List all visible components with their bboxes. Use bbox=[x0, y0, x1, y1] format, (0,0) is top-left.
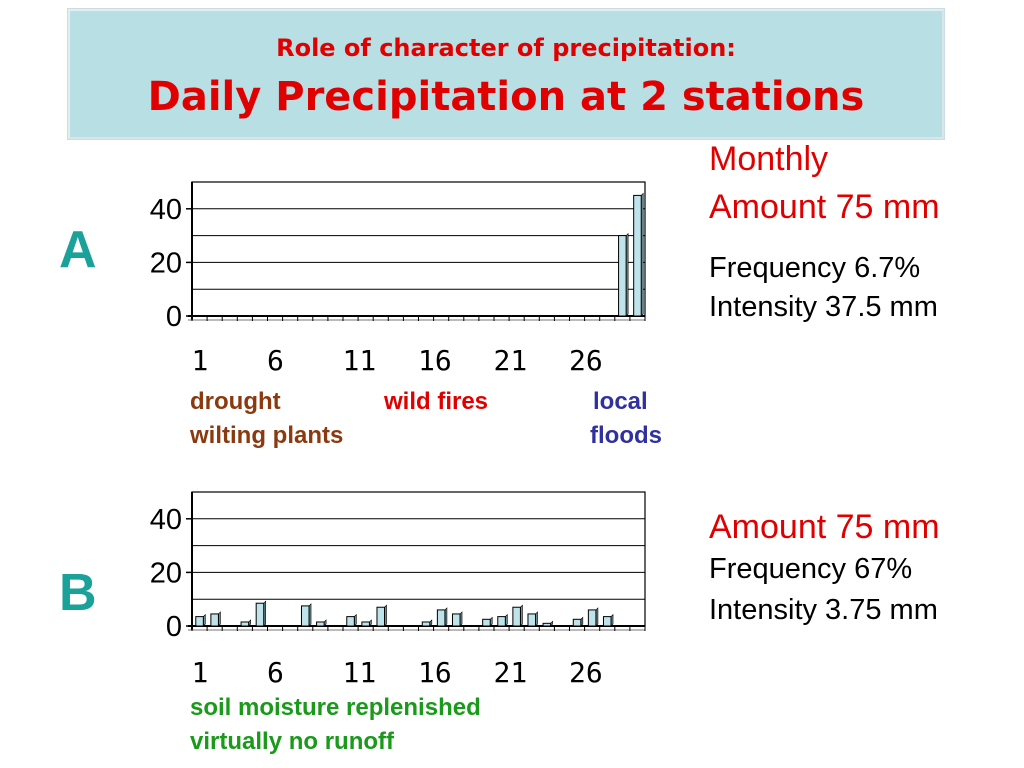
station-b-bar-day-16 bbox=[421, 619, 433, 627]
station-a-chart: 0 20 40 bbox=[150, 181, 646, 333]
station-b-x-tick-label: 26 bbox=[569, 656, 603, 689]
station-b-frequency: Frequency 67% bbox=[709, 553, 913, 585]
station-b-bar-day-20 bbox=[482, 616, 493, 627]
station-b-bar-day-8 bbox=[300, 603, 312, 627]
station-a-x-tick-label: 1 bbox=[191, 344, 209, 377]
station-b-intensity: Intensity 3.75 mm bbox=[709, 594, 938, 626]
station-b-bar-day-17 bbox=[436, 607, 448, 627]
station-b-bar-day-28 bbox=[602, 613, 614, 627]
station-b-bar-day-2 bbox=[210, 611, 221, 627]
station-b-label: B bbox=[59, 564, 97, 622]
station-b-bar-day-4 bbox=[240, 619, 251, 627]
station-b-y-tick-label: 20 bbox=[150, 557, 182, 589]
station-a-bar-day-29 bbox=[618, 232, 629, 317]
title-banner: Role of character of precipitation: Dail… bbox=[68, 9, 944, 139]
station-a-label: A bbox=[59, 221, 97, 279]
note-local: local bbox=[593, 388, 648, 415]
station-b-x-tick-label: 21 bbox=[493, 656, 528, 689]
station-a-x-tick-label: 6 bbox=[267, 344, 284, 377]
station-b-x-tick-label: 6 bbox=[267, 656, 284, 689]
station-b-bar-day-21 bbox=[497, 613, 508, 627]
station-a-y-tick-label: 0 bbox=[166, 301, 182, 333]
station-a-x-tick-label: 21 bbox=[493, 344, 528, 377]
station-a-amount: Amount 75 mm bbox=[709, 188, 940, 226]
station-a-monthly-label: Monthly bbox=[709, 140, 829, 178]
station-b-plot-frame bbox=[191, 491, 646, 627]
station-a-bar-day-30 bbox=[633, 192, 644, 317]
note-drought: drought bbox=[190, 388, 281, 415]
station-b-bar-day-13 bbox=[376, 604, 387, 627]
note-floods: floods bbox=[590, 422, 662, 449]
station-a-y-tick-label: 20 bbox=[150, 247, 182, 279]
station-a-x-tick-label: 11 bbox=[342, 344, 377, 377]
note-soil-moisture: soil moisture replenished bbox=[190, 694, 481, 721]
station-b-bar-day-5 bbox=[255, 600, 267, 627]
slide-subtitle: Role of character of precipitation: bbox=[276, 34, 736, 62]
station-b-bar-day-23 bbox=[527, 611, 538, 627]
note-wild-fires: wild fires bbox=[384, 388, 489, 415]
station-b-bar-day-26 bbox=[572, 616, 584, 627]
station-b-x-tick-label: 11 bbox=[342, 656, 377, 689]
station-a-plot-area: 0 20 40 bbox=[150, 181, 646, 333]
station-b-bar-day-12 bbox=[361, 619, 372, 627]
station-b-bar-day-27 bbox=[587, 607, 599, 627]
station-b-bar-day-9 bbox=[316, 619, 327, 627]
station-b-bar-day-24 bbox=[542, 620, 553, 627]
station-a-y-tick-label: 40 bbox=[150, 194, 182, 226]
station-b-plot-area: 0 20 40 bbox=[150, 491, 646, 643]
slide-title: Daily Precipitation at 2 stations bbox=[147, 74, 865, 120]
station-a-x-tick-label: 16 bbox=[418, 344, 452, 377]
station-b-bar-day-1 bbox=[195, 613, 206, 627]
station-a-plot-frame bbox=[191, 181, 646, 317]
station-a-frequency: Frequency 6.7% bbox=[709, 252, 921, 284]
station-a-intensity: Intensity 37.5 mm bbox=[709, 291, 938, 323]
station-b-chart: 0 20 40 bbox=[150, 491, 646, 643]
station-b-x-tick-label: 16 bbox=[418, 656, 452, 689]
note-wilting-plants: wilting plants bbox=[190, 422, 344, 449]
station-b-x-tick-label: 1 bbox=[191, 656, 209, 689]
station-b-bar-day-18 bbox=[451, 611, 463, 627]
station-b-amount: Amount 75 mm bbox=[709, 508, 940, 546]
station-b-bar-day-11 bbox=[346, 613, 357, 627]
station-a-x-tick-label: 26 bbox=[569, 344, 603, 377]
note-no-runoff: virtually no runoff bbox=[190, 728, 394, 755]
station-b-bar-day-22 bbox=[512, 604, 523, 627]
station-b-y-tick-label: 40 bbox=[150, 504, 182, 536]
station-b-y-tick-label: 0 bbox=[166, 611, 182, 643]
